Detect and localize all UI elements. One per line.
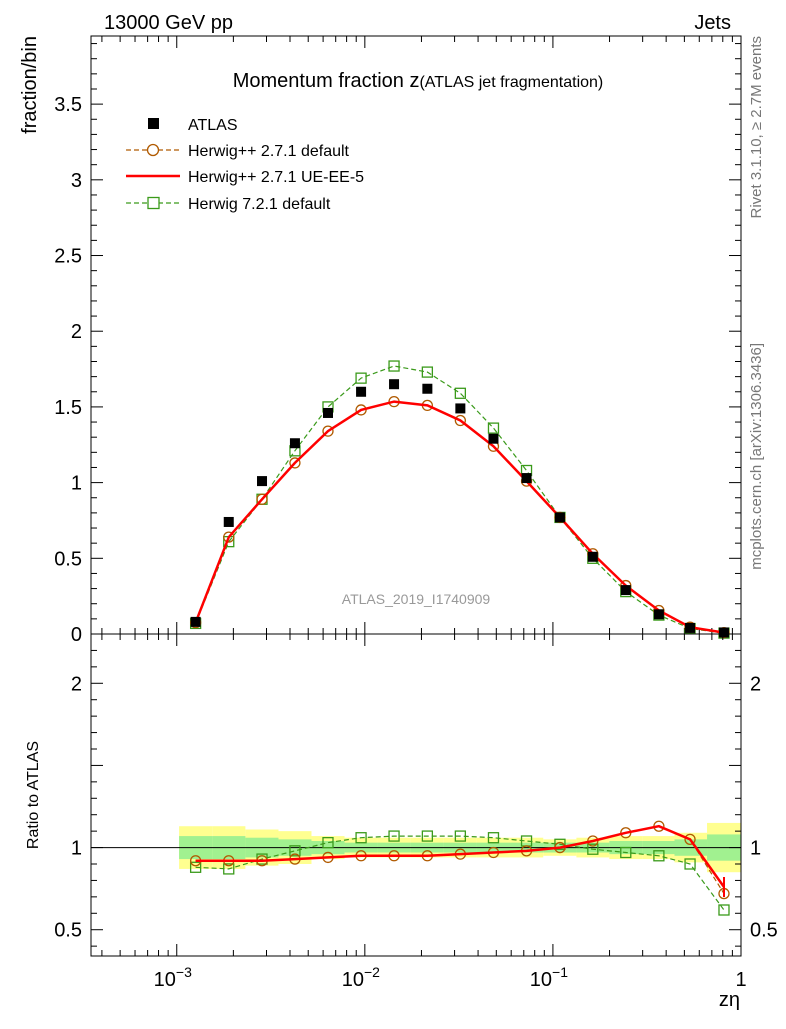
- ratio-series-marker: [454, 830, 467, 842]
- data-point: [455, 403, 466, 414]
- data-point: [488, 433, 499, 444]
- y-tick-label-right: 2: [750, 673, 761, 695]
- data-point: [190, 616, 201, 627]
- ratio-series-marker: [421, 830, 434, 842]
- top-plot-area: 0 0.5 1 1.5 2 2.5 3 3.5: [54, 36, 742, 646]
- ratio-series-marker: [322, 836, 334, 849]
- rivet-label: Rivet 3.1.10, ≥ 2.7M events: [748, 36, 765, 219]
- y-tick-label: 2: [71, 673, 82, 695]
- y-tick-label: 1: [71, 838, 82, 860]
- data-point: [521, 473, 532, 484]
- ratio-series-marker: [189, 861, 202, 873]
- legend-marker: [148, 118, 159, 129]
- data-point: [257, 476, 268, 487]
- ratio-series-marker: [718, 904, 730, 916]
- y-tick-label: 1: [71, 473, 82, 495]
- data-point: [718, 627, 729, 638]
- ratio-series-marker: [289, 845, 301, 857]
- ratio-series-marker: [554, 838, 566, 850]
- legend-label: Herwig++ 2.7.1 default: [188, 143, 350, 160]
- x-tick-label: 1: [735, 969, 746, 991]
- data-point: [289, 438, 300, 449]
- series-marker: [256, 493, 268, 505]
- data-point: [554, 512, 565, 523]
- series-marker: [421, 366, 434, 378]
- x-tick-label: 10−2: [342, 964, 380, 991]
- y-tick-label: 2: [71, 321, 82, 343]
- series-marker: [454, 414, 467, 427]
- ratio-series-marker: [223, 863, 235, 875]
- data-point: [223, 516, 234, 527]
- data-point: [653, 609, 664, 620]
- ratio-series-marker: [684, 858, 696, 870]
- y-tick-label-right: 1: [750, 838, 761, 860]
- header-right: Jets: [694, 12, 731, 34]
- series-marker: [388, 360, 400, 372]
- ratio-series-marker: [355, 832, 367, 844]
- series-line: [194, 400, 725, 634]
- x-tick-label: 10−3: [154, 964, 192, 991]
- series-marker: [355, 372, 367, 384]
- data-point: [422, 383, 433, 394]
- title-sub: (ATLAS jet fragmentation): [419, 74, 603, 91]
- ratio-frame: [90, 633, 742, 957]
- x-axis-label: zη: [719, 989, 740, 1011]
- legend: ATLAS Herwig++ 2.7.1 default Herwig++ 2.7.…: [126, 117, 364, 213]
- y-tick-label-right: 0.5: [750, 920, 778, 942]
- y-tick-label: 1.5: [54, 397, 82, 419]
- y-tick-label: 0.5: [54, 920, 82, 942]
- series-marker: [454, 387, 467, 399]
- data-point: [356, 386, 367, 397]
- series-marker: [355, 404, 367, 416]
- legend-marker: [146, 143, 160, 157]
- data-point: [587, 551, 598, 562]
- main-title: Momentum fraction z(ATLAS jet fragmentat…: [233, 70, 604, 92]
- title-main: Momentum fraction z: [233, 70, 420, 92]
- legend-label: Herwig 7.2.1 default: [188, 196, 331, 213]
- mcplots-label: mcplots.cern.ch [arXiv:1306.3436]: [748, 343, 765, 570]
- legend-marker: [147, 196, 160, 210]
- series-marker: [289, 457, 301, 469]
- ratio-series-marker: [487, 832, 500, 844]
- y-tick-label: 0.5: [54, 548, 82, 570]
- y-tick-label: 3.5: [54, 94, 82, 116]
- series-marker: [223, 531, 235, 543]
- y-tick-label: 3: [71, 170, 82, 192]
- y-axis-label-top: fraction/bin: [19, 36, 41, 134]
- data-point: [620, 585, 631, 596]
- ratio-series-marker: [587, 843, 599, 855]
- ratio-series-line: [195, 824, 726, 888]
- series-marker: [322, 425, 334, 437]
- watermark: ATLAS_2019_I1740909: [342, 591, 491, 607]
- data-point: [322, 407, 333, 418]
- legend-label: Herwig++ 2.7.1 UE-EE-5: [188, 169, 364, 186]
- ratio-series-marker: [620, 846, 632, 859]
- y-axis-label-ratio: Ratio to ATLAS: [25, 741, 42, 849]
- data-point: [389, 379, 400, 390]
- data-point: [685, 622, 696, 633]
- ratio-series-line: [195, 835, 725, 911]
- ratio-plot-area: 0.5 0.5 1 1 2 2 10−3 10−2 10−1 1: [54, 634, 778, 991]
- ratio-series-marker: [388, 830, 400, 842]
- legend-label: ATLAS: [188, 117, 238, 134]
- y-tick-label: 0: [71, 624, 82, 646]
- ratio-series-marker: [684, 833, 696, 846]
- header-left: 13000 GeV pp: [104, 12, 233, 34]
- y-tick-label: 2.5: [54, 246, 82, 268]
- series-marker: [487, 422, 500, 434]
- ratio-series-marker: [653, 850, 665, 862]
- x-tick-label: 10−1: [530, 964, 568, 991]
